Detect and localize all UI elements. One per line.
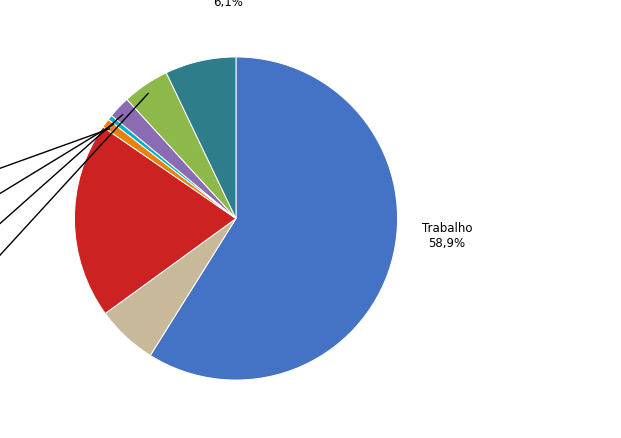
Wedge shape	[75, 127, 236, 314]
Wedge shape	[150, 58, 397, 380]
Wedge shape	[108, 116, 236, 219]
Wedge shape	[106, 219, 236, 356]
Wedge shape	[166, 58, 236, 219]
Text: Sub. desemprego
4,7%: Sub. desemprego 4,7%	[0, 94, 148, 333]
Text: Rendimento da
propriedade
0,5%: Rendimento da propriedade 0,5%	[0, 125, 114, 257]
Text: Trabalho
58,9%: Trabalho 58,9%	[422, 221, 472, 249]
Wedge shape	[103, 120, 236, 219]
Text: Outro
6,1%: Outro 6,1%	[211, 0, 245, 10]
Text: Reforma
7,1%: Reforma 7,1%	[219, 437, 269, 438]
Text: Apoio social
0,9%: Apoio social 0,9%	[0, 130, 109, 201]
Wedge shape	[112, 100, 236, 219]
Wedge shape	[127, 74, 236, 219]
Text: Outros subsídios
2,2%: Outros subsídios 2,2%	[0, 115, 123, 294]
